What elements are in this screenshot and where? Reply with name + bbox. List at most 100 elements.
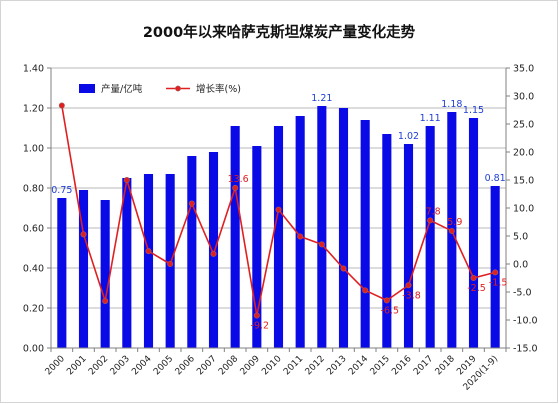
- production-bar: [360, 120, 370, 348]
- growth-value-label: 5.9: [447, 217, 462, 228]
- right-axis-tick-label: 15.0: [513, 176, 534, 187]
- growth-line-series: [58, 102, 499, 319]
- chart-title: 2000年以来哈萨克斯坦煤炭产量变化走势: [143, 23, 416, 41]
- growth-rate-point: [318, 241, 325, 248]
- growth-rate-point: [188, 200, 195, 207]
- right-axis-tick-label: 30.0: [513, 92, 534, 103]
- growth-value-label: -9.2: [251, 321, 270, 332]
- growth-value-label: 7.8: [426, 206, 441, 217]
- x-axis-category-label: 2008: [217, 354, 240, 377]
- x-axis-category-label: 2015: [369, 354, 392, 377]
- x-axis-category-label: 2018: [434, 354, 457, 377]
- growth-rate-point: [58, 102, 65, 109]
- x-axis-category-label: 2000: [44, 354, 67, 377]
- x-axis-category-label: 2016: [390, 354, 413, 377]
- production-bar: [78, 190, 89, 348]
- production-bar: [468, 118, 479, 348]
- production-bar: [208, 152, 219, 348]
- x-axis-category-label: 2003: [109, 354, 132, 377]
- left-axis-tick-label: 0.20: [23, 304, 44, 315]
- growth-rate-point: [340, 265, 347, 272]
- legend-bar-swatch: [79, 84, 95, 93]
- right-axis-tick-label: 0.0: [513, 260, 528, 271]
- production-bar: [252, 146, 262, 348]
- legend-line-label: 增长率(%): [196, 83, 241, 95]
- growth-rate-point: [253, 312, 260, 319]
- production-bar: [100, 200, 110, 348]
- bar-value-label: 0.75: [51, 185, 72, 196]
- growth-rate-point: [102, 297, 109, 304]
- x-axis-category-label: 2012: [304, 354, 327, 377]
- bar-value-label: 1.11: [420, 113, 441, 124]
- growth-rate-point: [80, 231, 87, 238]
- growth-rate-point: [405, 282, 412, 289]
- growth-value-label: -6.5: [381, 305, 400, 316]
- production-bar: [273, 126, 284, 348]
- x-axis-category-label: 2004: [130, 354, 153, 377]
- growth-rate-point: [275, 206, 282, 213]
- bar-value-label: 0.81: [485, 173, 506, 184]
- x-axis-category-label: 2013: [325, 354, 348, 377]
- x-axis-category-label: 2006: [174, 354, 197, 377]
- production-bar: [425, 126, 435, 348]
- growth-value-label: -1.5: [489, 277, 508, 288]
- left-axis-tick-label: 0.40: [23, 264, 44, 275]
- production-bar: [490, 186, 500, 348]
- production-bar: [57, 198, 67, 348]
- growth-rate-point: [448, 227, 455, 234]
- growth-value-label: -2.5: [467, 283, 486, 294]
- growth-rate-point: [232, 184, 239, 191]
- growth-rate-point: [210, 250, 217, 257]
- left-axis-tick-label: 0.60: [23, 224, 44, 235]
- x-axis-category-label: 2010: [260, 354, 283, 377]
- production-bar: [403, 144, 414, 348]
- growth-value-label: -3.8: [402, 290, 421, 301]
- right-axis-tick-label: 25.0: [513, 120, 534, 131]
- bar-value-label: 1.15: [463, 105, 484, 116]
- left-axis-tick-label: 1.00: [23, 144, 44, 155]
- growth-rate-point: [492, 269, 499, 276]
- bar-series: [57, 106, 500, 348]
- legend-bar-label: 产量/亿吨: [101, 83, 143, 95]
- bar-value-label: 1.21: [311, 93, 332, 104]
- x-axis-category-label: 2009: [239, 354, 262, 377]
- bar-value-label: 1.02: [398, 131, 419, 142]
- x-axis-category-label: 2001: [65, 354, 88, 377]
- right-axis-tick-label: 5.0: [513, 232, 528, 243]
- production-bar: [317, 106, 327, 348]
- production-bar: [382, 134, 392, 348]
- legend: 产量/亿吨 增长率(%): [79, 83, 241, 95]
- production-bar: [122, 178, 132, 348]
- production-bar: [295, 116, 305, 348]
- growth-rate-point: [145, 248, 152, 255]
- growth-rate-point: [123, 177, 130, 184]
- legend-line-marker: [175, 85, 181, 92]
- production-bar: [338, 108, 349, 348]
- production-bar: [230, 126, 240, 348]
- left-axis-tick-label: 1.20: [23, 104, 44, 115]
- left-axis-tick-label: 0.80: [23, 184, 44, 195]
- right-axis-tick-label: -15.0: [513, 344, 538, 355]
- left-axis-tick-label: 1.40: [23, 64, 44, 75]
- right-axis-tick-label: -10.0: [513, 316, 538, 327]
- right-axis-tick-label: 35.0: [513, 64, 534, 75]
- growth-rate-point: [470, 274, 477, 281]
- x-axis-category-label: 2002: [87, 354, 110, 377]
- left-axis-tick-label: 0.00: [23, 344, 44, 355]
- growth-rate-point: [297, 233, 304, 240]
- bar-value-label: 1.18: [441, 99, 462, 110]
- production-bar: [187, 156, 197, 348]
- growth-value-label: 13.6: [228, 174, 249, 185]
- growth-rate-point: [383, 297, 390, 304]
- right-axis-tick-label: -5.0: [513, 288, 532, 299]
- growth-rate-point: [362, 287, 369, 294]
- x-axis-category-label: 2005: [152, 354, 175, 377]
- growth-rate-point: [427, 217, 434, 224]
- x-axis-category-label: 2007: [195, 354, 218, 377]
- right-axis-tick-label: 10.0: [513, 204, 534, 215]
- x-axis-category-label: 2011: [282, 354, 305, 377]
- x-axis-category-label: 2014: [347, 354, 370, 377]
- right-axis-tick-label: 20.0: [513, 148, 534, 159]
